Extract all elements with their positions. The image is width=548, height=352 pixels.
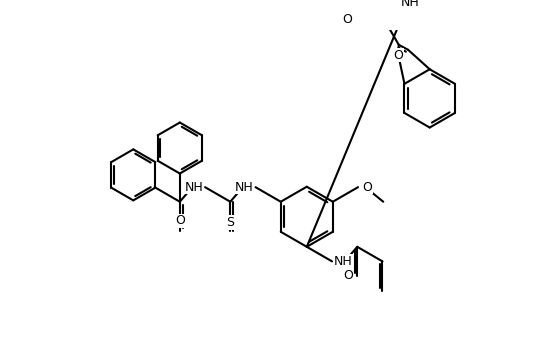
- Text: O: O: [342, 13, 352, 26]
- Text: NH: NH: [401, 0, 419, 9]
- Text: NH: NH: [334, 255, 352, 268]
- Text: O: O: [393, 49, 403, 62]
- Text: O: O: [363, 181, 373, 194]
- Text: O: O: [343, 269, 353, 282]
- Text: NH: NH: [235, 181, 254, 194]
- Text: S: S: [226, 216, 235, 229]
- Text: O: O: [175, 214, 185, 227]
- Text: NH: NH: [185, 181, 203, 194]
